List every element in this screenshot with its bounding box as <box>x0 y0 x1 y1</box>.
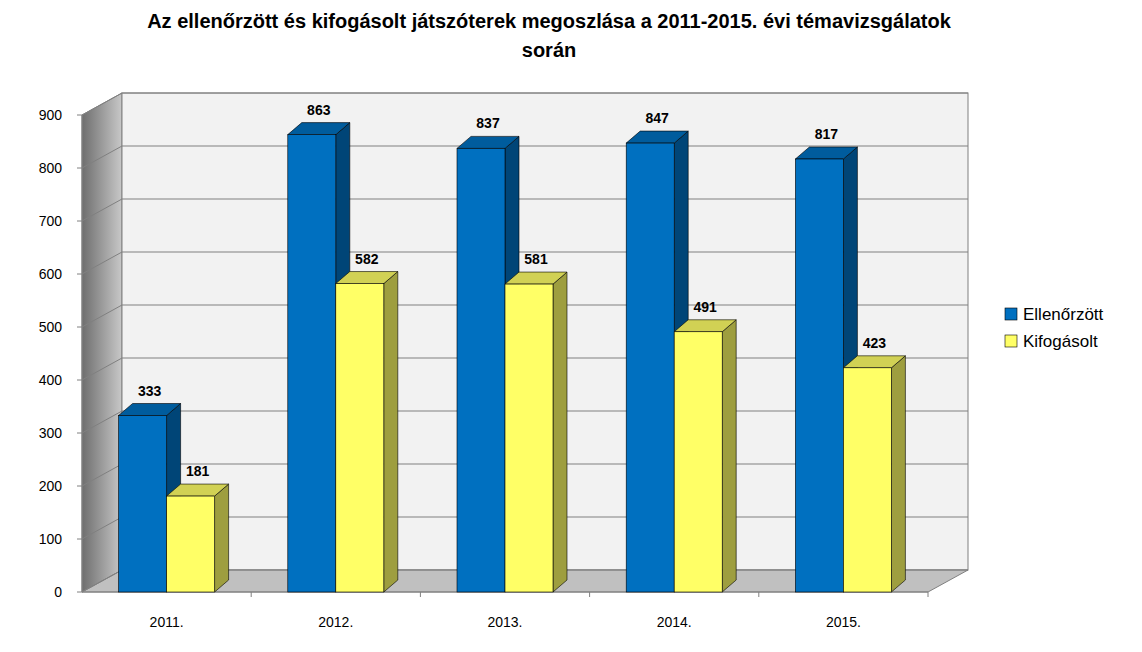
bar <box>167 484 229 592</box>
tick-label: 200 <box>39 478 63 494</box>
bar-top <box>119 404 181 416</box>
tick <box>77 433 82 434</box>
x-tick <box>420 592 421 597</box>
tick-label: 800 <box>39 160 63 176</box>
tick-label: 400 <box>39 372 63 388</box>
chart: Az ellenőrzött és kifogásolt játszóterek… <box>0 0 1142 652</box>
bar-top <box>626 131 688 143</box>
tick <box>77 168 82 169</box>
bar-front <box>674 332 722 592</box>
tick-label: 0 <box>54 584 62 600</box>
bar <box>505 272 567 592</box>
bar-top <box>167 484 229 496</box>
category-label: 2014. <box>657 614 692 630</box>
x-tick <box>928 592 929 597</box>
tick <box>77 327 82 328</box>
category-label: 2013. <box>487 614 522 630</box>
x-tick <box>589 592 590 597</box>
data-label: 837 <box>476 115 500 131</box>
bar <box>674 320 736 592</box>
side-wall <box>82 93 122 592</box>
data-label: 181 <box>186 463 210 479</box>
data-label: 817 <box>815 126 839 142</box>
tick <box>77 115 82 116</box>
bar-side <box>891 356 905 592</box>
bar-front <box>505 284 553 592</box>
bar-top <box>505 272 567 284</box>
bar-front <box>843 368 891 592</box>
data-label: 491 <box>694 299 718 315</box>
tick-label: 300 <box>39 425 63 441</box>
bar-front <box>336 284 384 592</box>
bar-front <box>167 496 215 592</box>
grid-line <box>82 93 968 115</box>
bar-side <box>553 272 567 592</box>
bar-front <box>119 416 167 592</box>
tick <box>77 380 82 381</box>
bar-side <box>722 320 736 592</box>
x-tick <box>758 592 759 597</box>
tick-label: 600 <box>39 266 63 282</box>
data-label: 423 <box>863 335 887 351</box>
bar-front <box>795 159 843 592</box>
tick-label: 900 <box>39 107 63 123</box>
tick <box>77 592 82 593</box>
tick-label: 100 <box>39 531 63 547</box>
legend-swatch <box>1005 308 1017 320</box>
bar-top <box>288 123 350 135</box>
bar-top <box>843 356 905 368</box>
tick <box>77 274 82 275</box>
tick <box>77 221 82 222</box>
data-label: 581 <box>524 251 548 267</box>
tick <box>77 486 82 487</box>
bar <box>843 356 905 592</box>
title-line: során <box>522 39 576 61</box>
tick-label: 700 <box>39 213 63 229</box>
bars <box>119 123 906 592</box>
x-tick <box>251 592 252 597</box>
tick-label: 500 <box>39 319 63 335</box>
legend-label: Kifogásolt <box>1023 332 1098 351</box>
category-label: 2015. <box>826 614 861 630</box>
title: Az ellenőrzött és kifogásolt játszóterek… <box>147 10 952 61</box>
title-line: Az ellenőrzött és kifogásolt játszóterek… <box>147 10 952 32</box>
bar-front <box>457 148 505 592</box>
bar-side <box>215 484 229 592</box>
bar-top <box>336 272 398 284</box>
legend-label: Ellenőrzött <box>1023 305 1104 324</box>
bar-front <box>626 143 674 592</box>
bar-front <box>288 135 336 592</box>
bar <box>336 272 398 592</box>
category-label: 2012. <box>318 614 353 630</box>
legend-swatch <box>1005 335 1017 347</box>
tick <box>77 539 82 540</box>
data-label: 333 <box>138 383 162 399</box>
category-label: 2011. <box>150 614 184 630</box>
data-label: 582 <box>355 251 379 267</box>
bar-side <box>384 272 398 592</box>
data-label: 863 <box>307 102 331 118</box>
bar-top <box>795 147 857 159</box>
bar-top <box>674 320 736 332</box>
bar-top <box>457 136 519 148</box>
y-axis <box>82 115 83 592</box>
data-label: 847 <box>646 110 670 126</box>
